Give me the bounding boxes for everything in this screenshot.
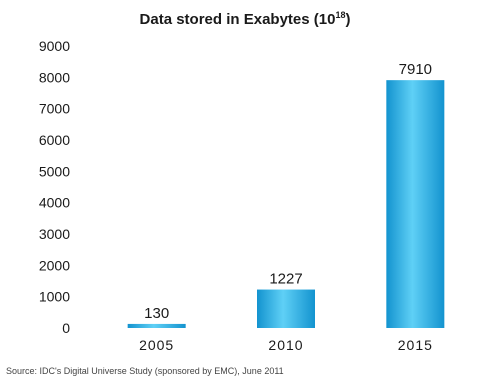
y-tick-label: 1000: [39, 289, 70, 305]
chart-title-main: Data stored in Exabytes (10: [140, 11, 336, 28]
y-tick-label: 4000: [39, 195, 70, 211]
data-label-2005: 130: [144, 305, 169, 322]
y-axis-ticks: 0 1000 2000 3000 4000 5000 6000 7000 8000 9000: [39, 38, 70, 336]
bar-2005: [127, 323, 186, 328]
data-labels: 130 1227 7910: [144, 61, 432, 322]
chart-title: Data stored in Exabytes (1018): [140, 10, 351, 28]
x-axis-labels: 2005 2010 2015: [139, 337, 433, 353]
bar-2015: [386, 80, 445, 328]
y-tick-label: 0: [62, 320, 70, 336]
y-tick-label: 5000: [39, 163, 70, 179]
chart-title-suffix: ): [345, 11, 350, 28]
x-tick-label-2015: 2015: [398, 337, 433, 353]
bar-2010: [257, 289, 315, 328]
data-label-2015: 7910: [399, 61, 432, 78]
y-tick-label: 9000: [39, 38, 70, 54]
x-tick-label-2005: 2005: [139, 337, 174, 353]
y-tick-label: 6000: [39, 132, 70, 148]
y-tick-label: 3000: [39, 226, 70, 242]
y-tick-label: 2000: [39, 257, 70, 273]
bars: [127, 80, 445, 328]
y-tick-label: 8000: [39, 69, 70, 85]
source-note: Source: IDC's Digital Universe Study (sp…: [6, 366, 284, 376]
data-label-2010: 1227: [269, 271, 302, 288]
x-tick-label-2010: 2010: [268, 337, 303, 353]
chart-title-superscript: 18: [335, 10, 345, 20]
y-tick-label: 7000: [39, 101, 70, 117]
